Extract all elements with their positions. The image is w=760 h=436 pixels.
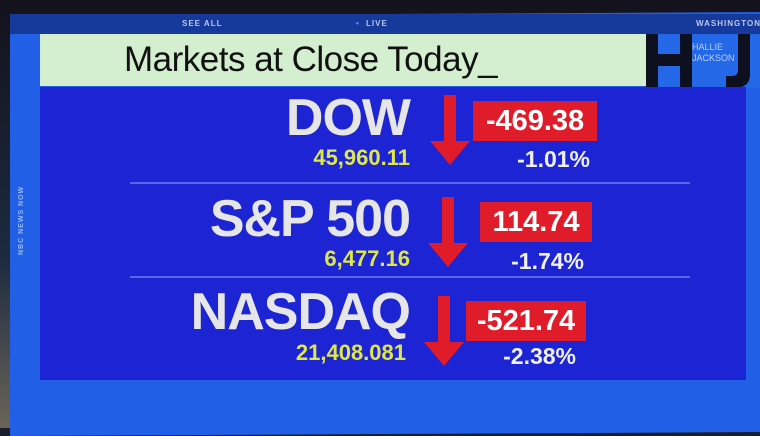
index-name: NASDAQ	[190, 283, 411, 341]
percent-change: -2.38%	[503, 343, 576, 369]
change-badge: 114.74	[480, 202, 592, 242]
live-dot-icon: •	[356, 19, 360, 28]
page-title: Markets at Close Today_	[40, 34, 646, 86]
location-label: WASHINGTON	[696, 19, 760, 28]
host-name: HALLIE JACKSON	[692, 42, 735, 63]
down-arrow-icon	[428, 197, 468, 267]
show-logo: HALLIE JACKSON	[646, 34, 760, 88]
percent-change: -1.01%	[517, 146, 590, 172]
percent-change: -1.74%	[511, 248, 584, 274]
index-value: 21,408.081	[295, 340, 406, 365]
live-label: LIVE	[366, 19, 388, 28]
markets-panel	[40, 87, 746, 380]
row-divider	[130, 276, 690, 278]
change-badge: -521.74	[466, 301, 586, 341]
index-value: 6,477.16	[324, 246, 410, 271]
row-divider	[130, 182, 690, 184]
top-bar: SEE ALL • LIVE WASHINGTON	[10, 14, 760, 34]
down-arrow-icon	[430, 95, 470, 165]
index-name: DOW	[285, 89, 411, 147]
change-badge: -469.38	[473, 101, 597, 141]
see-all-link: SEE ALL	[182, 19, 223, 28]
index-value: 45,960.11	[313, 145, 410, 170]
index-name: S&P 500	[209, 190, 411, 248]
down-arrow-icon	[424, 296, 464, 366]
show-monogram-logo	[646, 34, 750, 88]
